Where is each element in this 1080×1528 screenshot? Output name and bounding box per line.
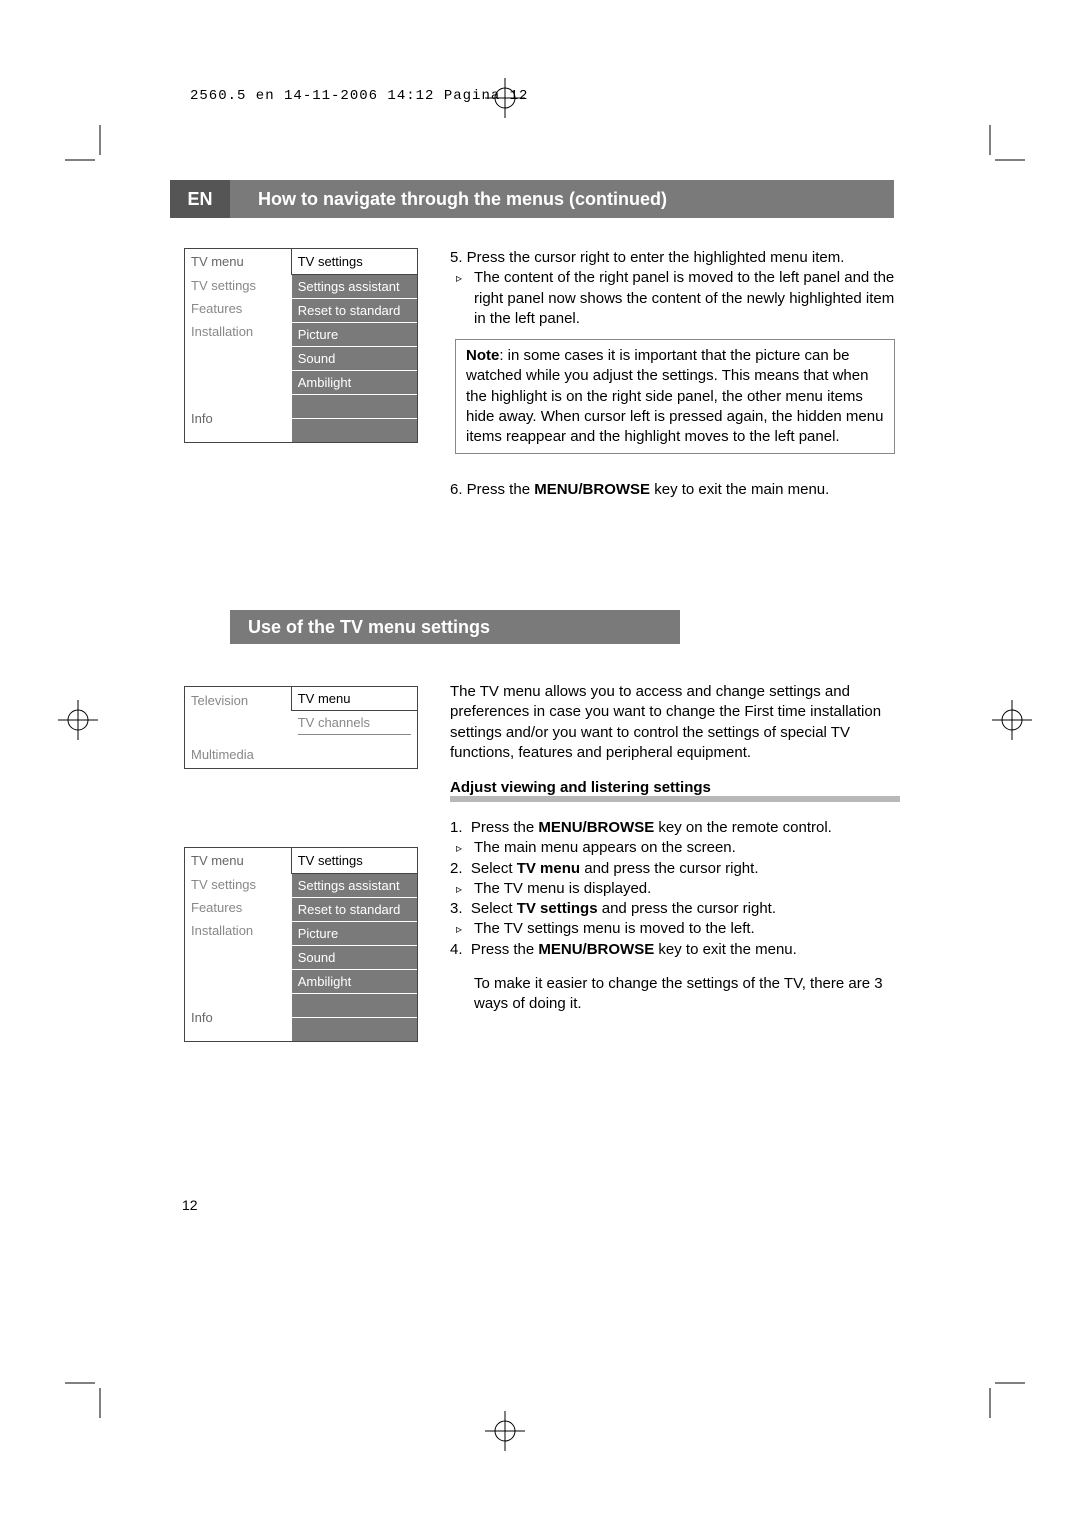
- registration-mark-top: [485, 78, 525, 123]
- language-badge: EN: [170, 180, 230, 218]
- menu-left-item: Installation: [185, 919, 292, 942]
- steps-outro: To make it easier to change the settings…: [450, 974, 905, 1015]
- registration-mark-left: [58, 700, 98, 745]
- menu-right-item: [292, 735, 417, 758]
- crop-mark-top-right: [975, 125, 1025, 175]
- menu-right-item: Picture: [292, 322, 417, 346]
- step-5-block: 5. Press the cursor right to enter the h…: [450, 248, 900, 329]
- menu-left-item: [185, 714, 292, 741]
- step-lead-c: and press the cursor right.: [580, 860, 758, 877]
- step-6-b: MENU/BROWSE: [534, 481, 650, 498]
- page-number: 12: [182, 1197, 198, 1213]
- step-lead-c: and press the cursor right.: [598, 900, 776, 917]
- section-title-1: How to navigate through the menus (conti…: [230, 180, 894, 218]
- menu-left-item: Television: [185, 687, 292, 714]
- tv-menu-diagram-1: TV menu TV settings Features Installatio…: [184, 248, 418, 443]
- sub-header-adjust: Adjust viewing and listering settings: [450, 775, 900, 800]
- menu-left-item: Multimedia: [185, 741, 292, 768]
- note-body: : in some cases it is important that the…: [466, 347, 883, 445]
- menu-right-item: Sound: [292, 346, 417, 370]
- sub-header-underline: [450, 796, 900, 802]
- crop-mark-bottom-right: [975, 1368, 1025, 1418]
- tv-menu-diagram-2: Television Multimedia TV menu TV channel…: [184, 686, 418, 769]
- menu-right-item: Reset to standard: [292, 298, 417, 322]
- note-box: Note: in some cases it is important that…: [455, 339, 895, 454]
- tv-menu-diagram-3: TV menu TV settings Features Installatio…: [184, 847, 418, 1042]
- step-sub: The TV settings menu is moved to the lef…: [450, 919, 905, 939]
- step-lead-a: Press the: [471, 941, 539, 958]
- registration-mark-bottom: [485, 1411, 525, 1456]
- crop-mark-top-left: [65, 125, 115, 175]
- step-lead-a: Press the: [471, 819, 539, 836]
- tvmenu-intro: The TV menu allows you to access and cha…: [450, 682, 900, 763]
- menu-right-header: TV settings: [291, 847, 418, 874]
- menu-left-header: TV menu: [185, 249, 292, 274]
- menu-left-item: Installation: [185, 320, 292, 343]
- menu-right-item: Sound: [292, 945, 417, 969]
- menu-right-item: TV channels: [292, 711, 417, 734]
- menu-right-item: Settings assistant: [292, 275, 417, 298]
- menu-left-header: TV menu: [185, 848, 292, 873]
- step-lead-c: key on the remote control.: [654, 819, 832, 836]
- step-lead-a: Select: [471, 900, 517, 917]
- registration-mark-right: [992, 700, 1032, 745]
- step-lead-b: TV settings: [517, 900, 598, 917]
- menu-left-item: TV settings: [185, 274, 292, 297]
- step-5-lead: 5. Press the cursor right to enter the h…: [450, 248, 900, 268]
- menu-right-item: [292, 394, 417, 418]
- step-lead-b: TV menu: [517, 860, 580, 877]
- step-lead-b: MENU/BROWSE: [538, 819, 654, 836]
- step-lead-b: MENU/BROWSE: [538, 941, 654, 958]
- menu-right-item: Reset to standard: [292, 897, 417, 921]
- steps-block: 1. Press the MENU/BROWSE key on the remo…: [450, 818, 905, 1014]
- menu-right-header: TV menu: [291, 686, 418, 711]
- menu-right-item: [292, 993, 417, 1017]
- menu-right-item: [292, 1017, 417, 1041]
- step-lead-c: key to exit the menu.: [654, 941, 797, 958]
- step-5-sub: The content of the right panel is moved …: [450, 268, 900, 329]
- menu-right-item: Ambilight: [292, 969, 417, 993]
- step-6-c: key to exit the main menu.: [650, 481, 829, 498]
- menu-left-item: Features: [185, 896, 292, 919]
- step-sub: The main menu appears on the screen.: [450, 838, 905, 858]
- crop-mark-bottom-left: [65, 1368, 115, 1418]
- section-title-2: Use of the TV menu settings: [230, 610, 680, 644]
- menu-right-item: Ambilight: [292, 370, 417, 394]
- sub-header-text: Adjust viewing and listering settings: [450, 779, 711, 796]
- step-sub: The TV menu is displayed.: [450, 879, 905, 899]
- menu-right-item: Settings assistant: [292, 874, 417, 897]
- print-header: 2560.5 en 14-11-2006 14:12 Pagina 12: [190, 88, 528, 104]
- menu-right-item: [292, 418, 417, 442]
- step-6-a: 6. Press the: [450, 481, 534, 498]
- step-lead-a: Select: [471, 860, 517, 877]
- menu-info-label: Info: [185, 1002, 292, 1037]
- step-6-block: 6. Press the MENU/BROWSE key to exit the…: [450, 480, 900, 500]
- menu-left-item: TV settings: [185, 873, 292, 896]
- menu-right-header: TV settings: [291, 248, 418, 275]
- note-label: Note: [466, 347, 499, 364]
- menu-left-item: Features: [185, 297, 292, 320]
- menu-info-label: Info: [185, 403, 292, 438]
- menu-right-item: Picture: [292, 921, 417, 945]
